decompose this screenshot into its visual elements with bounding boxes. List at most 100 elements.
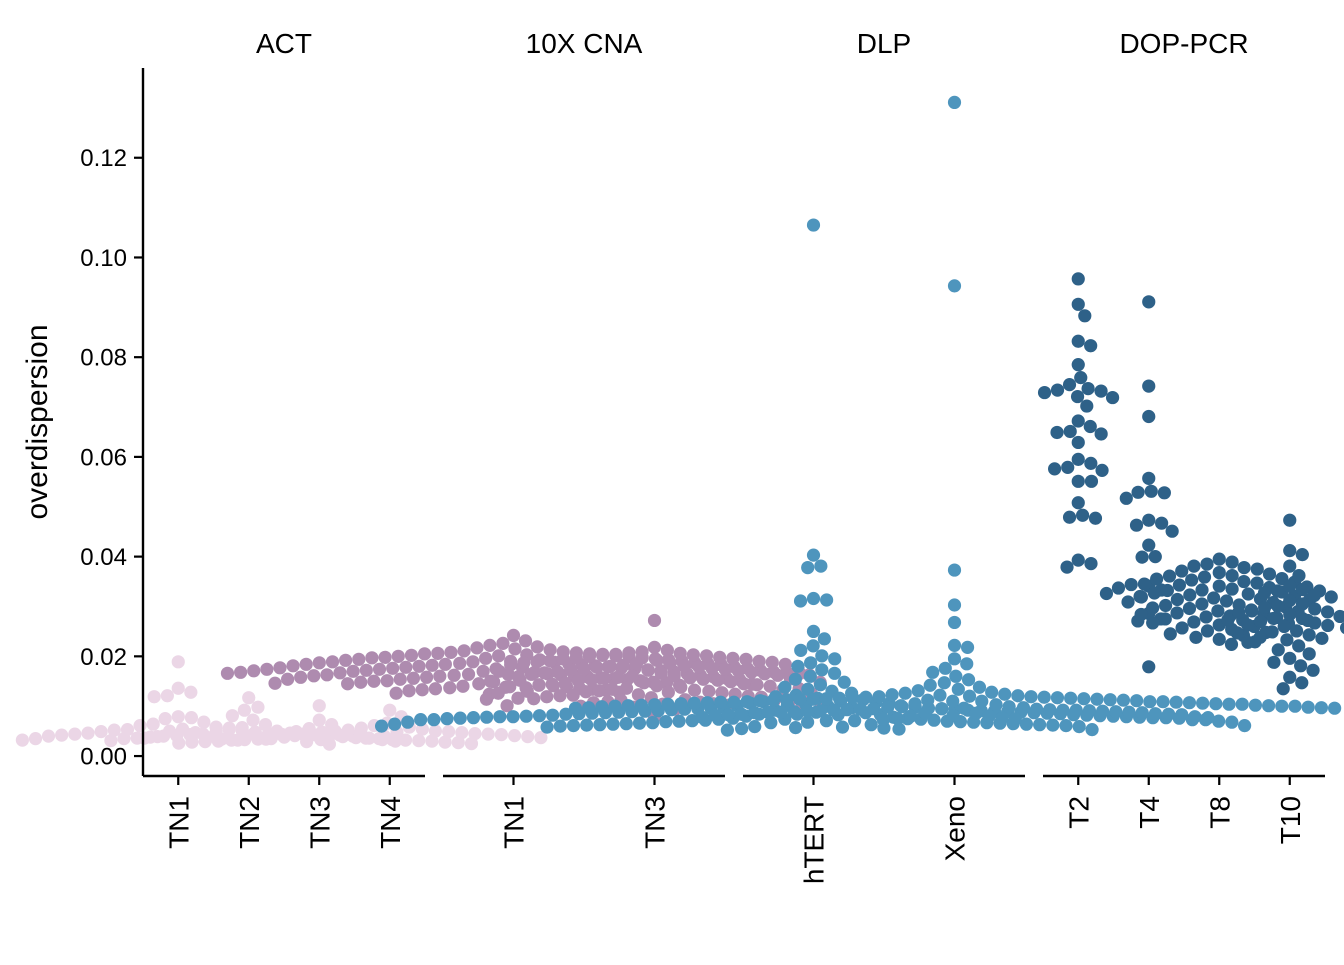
data-point — [511, 670, 525, 684]
x-tick-label: hTERT — [799, 796, 830, 884]
data-point — [1084, 456, 1098, 470]
data-point — [806, 692, 820, 706]
data-point — [1150, 572, 1164, 586]
data-point — [711, 673, 725, 687]
data-point — [622, 646, 636, 660]
data-point — [1071, 414, 1085, 428]
data-point — [1147, 586, 1162, 600]
data-point — [998, 687, 1012, 701]
data-point — [864, 718, 878, 732]
data-point — [1116, 693, 1131, 707]
data-point — [374, 719, 389, 733]
data-point — [1099, 586, 1114, 601]
data-point — [367, 674, 381, 688]
data-point — [1016, 701, 1031, 715]
facet-title: DLP — [857, 28, 911, 59]
x-tick-label: TN4 — [375, 796, 406, 849]
data-point — [1142, 409, 1156, 424]
data-point — [438, 735, 452, 749]
point-group-t10 — [1221, 513, 1344, 696]
x-tick-label: TN1 — [499, 796, 530, 849]
data-point — [506, 710, 520, 724]
data-point — [960, 640, 975, 654]
data-point — [947, 279, 962, 293]
data-point — [453, 656, 467, 670]
data-point — [1142, 538, 1156, 552]
data-point — [800, 704, 815, 718]
data-point — [414, 713, 428, 727]
data-point — [667, 669, 681, 683]
data-point — [540, 720, 554, 734]
data-point — [251, 700, 265, 714]
data-point — [197, 715, 211, 729]
data-point — [81, 726, 95, 740]
data-point — [1241, 635, 1255, 649]
data-point — [835, 720, 850, 734]
data-point — [1071, 474, 1085, 488]
data-point — [1295, 676, 1309, 690]
data-point — [1157, 486, 1171, 500]
data-point — [242, 691, 256, 705]
data-point — [146, 717, 160, 731]
data-point — [631, 688, 646, 702]
point-group-t2 — [1037, 272, 1120, 574]
data-point — [527, 692, 541, 706]
data-point — [1283, 593, 1297, 608]
data-point — [1262, 567, 1277, 581]
data-point — [648, 698, 662, 712]
data-point — [647, 640, 662, 654]
data-point — [1257, 586, 1272, 600]
data-point — [399, 660, 413, 674]
point-group-xeno — [568, 95, 1342, 727]
data-point — [804, 656, 818, 670]
data-point — [933, 688, 947, 702]
data-point — [806, 591, 821, 606]
data-point — [1142, 379, 1156, 393]
data-point — [1314, 701, 1328, 715]
data-point — [1059, 719, 1073, 733]
data-point — [696, 672, 710, 686]
data-point — [763, 679, 777, 693]
data-point — [130, 731, 144, 745]
y-tick-label: 0.10 — [80, 245, 127, 272]
data-point — [211, 734, 225, 748]
data-point — [493, 710, 507, 724]
data-point — [753, 694, 767, 708]
data-point — [625, 669, 639, 683]
data-point — [621, 699, 635, 713]
data-point — [476, 664, 490, 678]
data-point — [415, 683, 429, 697]
data-point — [803, 669, 817, 683]
data-point — [508, 642, 522, 656]
data-point — [386, 661, 400, 675]
data-point — [1050, 383, 1065, 397]
data-point — [1200, 557, 1214, 571]
data-point — [778, 657, 792, 671]
data-point — [1163, 627, 1177, 641]
data-point — [1170, 592, 1184, 607]
data-point — [365, 651, 379, 665]
data-point — [328, 724, 342, 738]
data-point — [1321, 618, 1335, 633]
data-point — [748, 706, 762, 720]
data-point — [558, 676, 572, 690]
x-tick-label: TN1 — [163, 796, 194, 849]
data-point — [650, 653, 664, 667]
data-point — [480, 710, 494, 724]
data-point — [28, 732, 43, 746]
data-point — [1011, 689, 1025, 703]
data-point — [1143, 695, 1157, 709]
data-point — [1165, 524, 1179, 538]
data-point — [1119, 491, 1133, 505]
data-point — [546, 708, 560, 722]
data-point — [1212, 714, 1226, 728]
data-point — [534, 731, 548, 745]
data-point — [957, 701, 971, 715]
data-point — [15, 733, 29, 747]
data-point — [1301, 700, 1315, 714]
data-point — [634, 698, 649, 712]
data-point — [133, 719, 147, 733]
data-point — [1131, 485, 1145, 499]
data-point — [1071, 334, 1085, 348]
